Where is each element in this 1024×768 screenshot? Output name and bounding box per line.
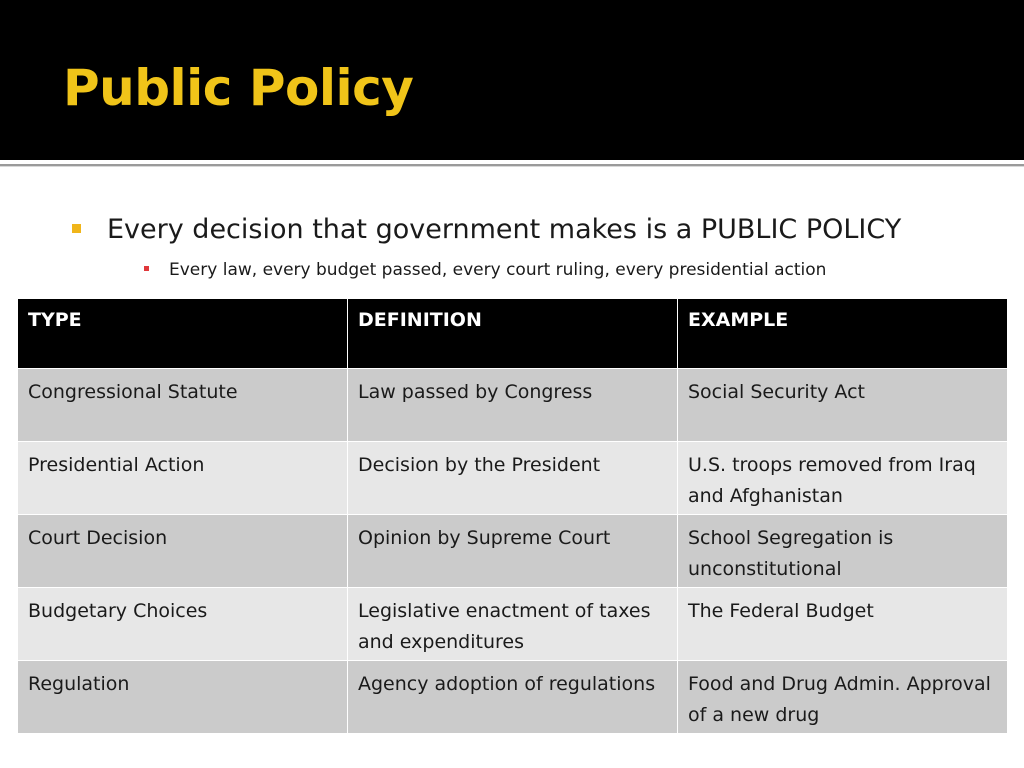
title-divider-shadow — [0, 164, 1024, 166]
title-bar: Public Policy — [0, 0, 1024, 160]
header-type: TYPE — [17, 298, 348, 369]
cell-example: Food and Drug Admin. Approval of a new d… — [677, 660, 1008, 734]
header-example: EXAMPLE — [677, 298, 1008, 369]
cell-definition: Legislative enactment of taxes and expen… — [347, 587, 678, 661]
bullet-sub: Every law, every budget passed, every co… — [144, 257, 826, 283]
cell-example: School Segregation is unconstitutional — [677, 514, 1008, 588]
title-divider-line — [0, 166, 1024, 167]
header-definition: DEFINITION — [347, 298, 678, 369]
cell-type: Presidential Action — [17, 441, 348, 515]
table-row: Regulation Agency adoption of regulation… — [17, 660, 1008, 734]
cell-definition: Agency adoption of regulations — [347, 660, 678, 734]
bullet-sub-text: Every law, every budget passed, every co… — [169, 260, 827, 280]
cell-type: Budgetary Choices — [17, 587, 348, 661]
square-bullet-icon — [144, 266, 149, 271]
bullet-main-text: Every decision that government makes is … — [107, 214, 902, 245]
table-row: Court Decision Opinion by Supreme Court … — [17, 514, 1008, 588]
table-row: Congressional Statute Law passed by Cong… — [17, 368, 1008, 442]
table-row: Presidential Action Decision by the Pres… — [17, 441, 1008, 515]
cell-type: Court Decision — [17, 514, 348, 588]
cell-example: Social Security Act — [677, 368, 1008, 442]
cell-type: Congressional Statute — [17, 368, 348, 442]
cell-example: U.S. troops removed from Iraq and Afghan… — [677, 441, 1008, 515]
cell-type: Regulation — [17, 660, 348, 734]
square-bullet-icon — [72, 223, 81, 233]
policy-types-table: TYPE DEFINITION EXAMPLE Congressional St… — [17, 298, 1008, 734]
cell-definition: Decision by the President — [347, 441, 678, 515]
table-row: Budgetary Choices Legislative enactment … — [17, 587, 1008, 661]
cell-definition: Opinion by Supreme Court — [347, 514, 678, 588]
slide-title: Public Policy — [63, 59, 414, 117]
table-header-row: TYPE DEFINITION EXAMPLE — [17, 298, 1008, 369]
title-divider — [0, 160, 1024, 164]
cell-example: The Federal Budget — [677, 587, 1008, 661]
cell-definition: Law passed by Congress — [347, 368, 678, 442]
bullet-main: Every decision that government makes is … — [72, 210, 901, 250]
